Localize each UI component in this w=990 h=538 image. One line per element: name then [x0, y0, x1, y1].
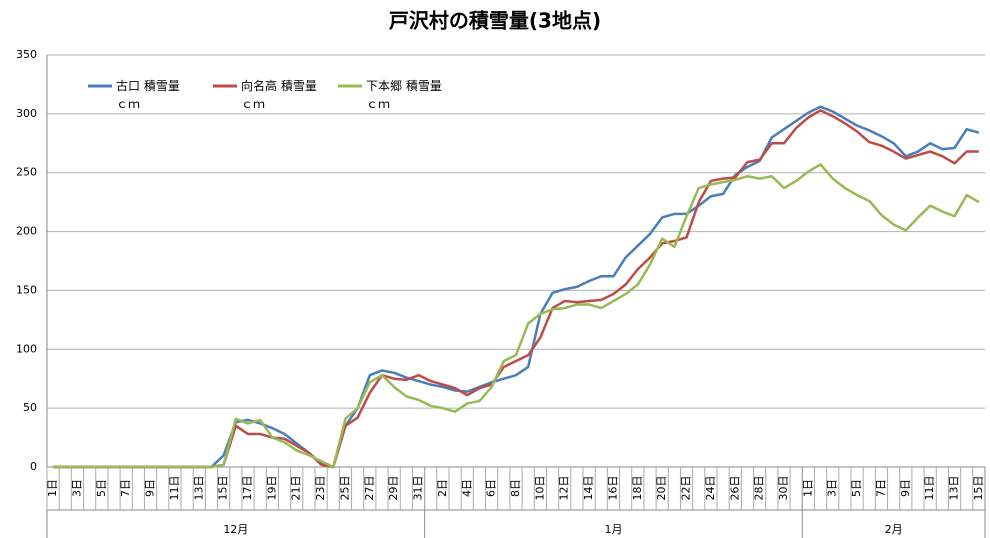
y-tick-label: 250 — [16, 166, 37, 179]
x-tick-label: 28日 — [753, 476, 766, 501]
y-tick-label: 200 — [16, 225, 37, 238]
x-tick-label: 27日 — [363, 476, 376, 501]
x-tick-label: 25日 — [338, 476, 351, 501]
y-tick-label: 50 — [23, 401, 37, 414]
x-tick-label: 12日 — [558, 476, 571, 501]
legend-label: 古口 積雪量 ｃｍ — [116, 79, 180, 111]
x-tick-label: 26日 — [728, 476, 741, 501]
x-tick-label: 1日 — [801, 479, 814, 497]
chart-title: 戸沢村の積雪量(3地点) — [389, 9, 601, 33]
x-tick-label: 4日 — [460, 479, 473, 497]
y-tick-label: 0 — [30, 460, 37, 473]
x-tick-label: 8日 — [509, 479, 522, 497]
y-tick-label: 350 — [16, 48, 37, 61]
y-tick-label: 150 — [16, 283, 37, 296]
x-tick-label: 7日 — [874, 479, 887, 497]
series-line — [53, 105, 980, 469]
group-label: 12月 — [223, 523, 248, 536]
x-tick-label: 7日 — [119, 479, 132, 497]
x-tick-label: 9日 — [144, 479, 157, 497]
x-tick-label: 20日 — [655, 476, 668, 501]
group-label: 1月 — [604, 523, 622, 536]
group-label: 2月 — [885, 523, 903, 536]
x-tick-label: 15日 — [217, 476, 230, 501]
x-tick-label: 10日 — [533, 476, 546, 501]
x-tick-label: 16日 — [606, 476, 619, 501]
x-tick-label: 6日 — [485, 479, 498, 497]
x-tick-label: 5日 — [850, 479, 863, 497]
x-tick-label: 11日 — [923, 476, 936, 501]
x-tick-label: 23日 — [314, 476, 327, 501]
x-tick-label: 18日 — [631, 476, 644, 501]
legend-label: 向名高 積雪量 ｃｍ — [241, 79, 317, 111]
x-tick-label: 14日 — [582, 476, 595, 501]
x-tick-label: 1日 — [46, 479, 59, 497]
x-tick-label: 3日 — [826, 479, 839, 497]
x-tick-label: 2日 — [436, 479, 449, 497]
x-tick-label: 17日 — [241, 476, 254, 501]
x-tick-label: 21日 — [290, 476, 303, 501]
legend-label: 下本郷 積雪量 ｃｍ — [366, 79, 442, 111]
x-tick-label: 29日 — [387, 476, 400, 501]
x-tick-label: 15日 — [972, 476, 985, 501]
x-tick-label: 19日 — [265, 476, 278, 501]
x-tick-label: 22日 — [680, 476, 693, 501]
x-tick-label: 30日 — [777, 476, 790, 501]
y-tick-label: 100 — [16, 342, 37, 355]
series-line — [53, 163, 980, 469]
x-tick-label: 31日 — [412, 476, 425, 501]
x-tick-label: 3日 — [70, 479, 83, 497]
x-tick-label: 13日 — [948, 476, 961, 501]
x-tick-label: 9日 — [899, 479, 912, 497]
x-tick-label: 5日 — [95, 479, 108, 497]
x-tick-label: 24日 — [704, 476, 717, 501]
series-line — [53, 109, 979, 469]
x-tick-label: 11日 — [168, 476, 181, 501]
x-tick-label: 13日 — [192, 476, 205, 501]
y-tick-label: 300 — [16, 107, 37, 120]
